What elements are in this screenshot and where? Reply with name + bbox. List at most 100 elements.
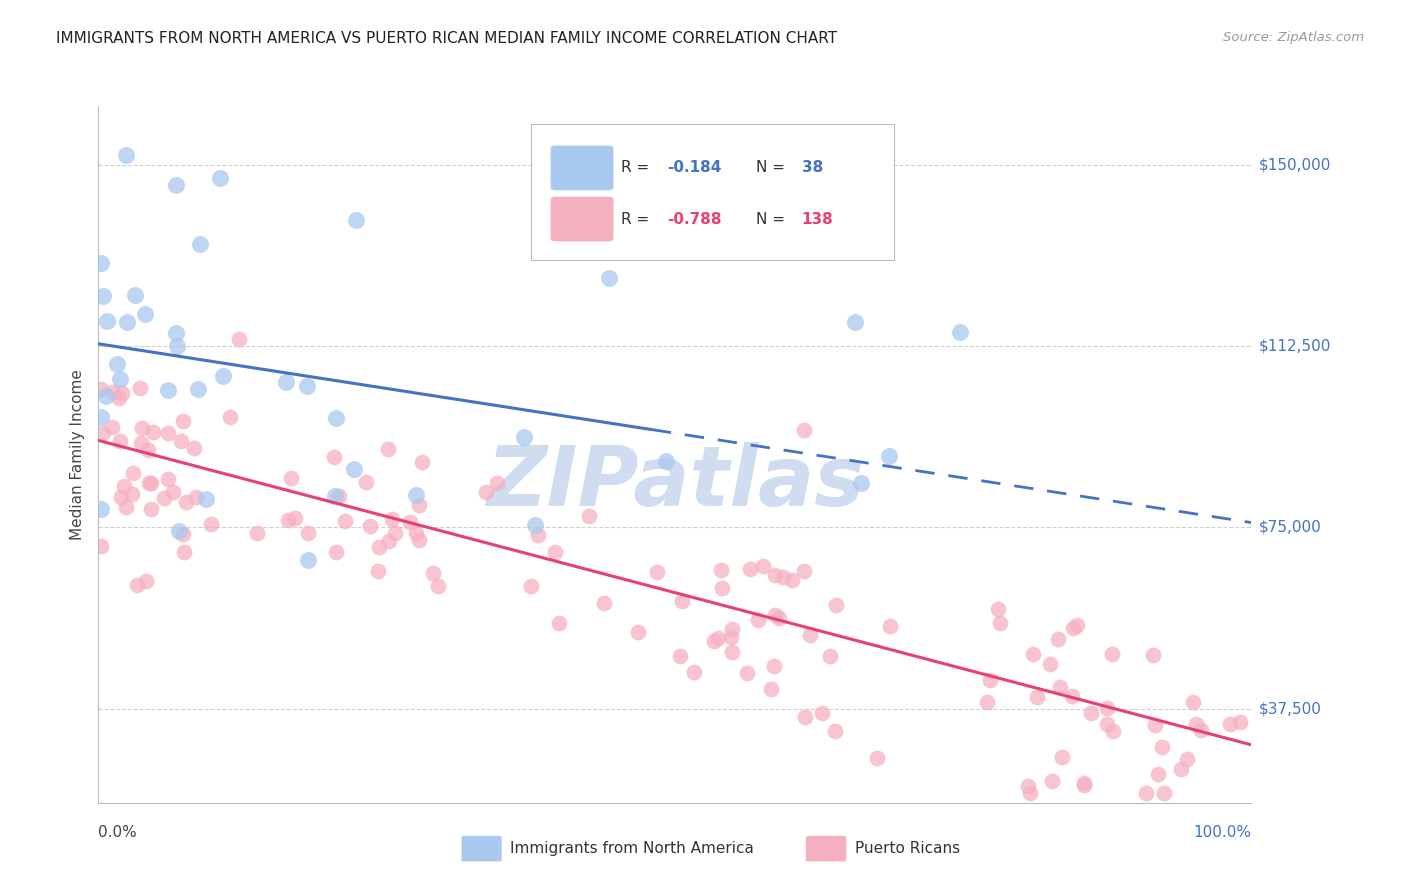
Point <box>368 540 391 554</box>
Point <box>399 516 422 530</box>
Point <box>1152 739 1174 754</box>
Point <box>799 628 821 642</box>
Point <box>707 631 730 645</box>
Point <box>208 170 231 185</box>
Point <box>1101 647 1123 661</box>
Point <box>793 423 815 437</box>
Point <box>1073 779 1095 793</box>
Point <box>343 462 366 476</box>
Point <box>1095 700 1118 714</box>
Point <box>422 566 444 580</box>
Text: N =: N = <box>755 161 789 176</box>
Point <box>627 624 650 639</box>
Text: IMMIGRANTS FROM NORTH AMERICA VS PUERTO RICAN MEDIAN FAMILY INCOME CORRELATION C: IMMIGRANTS FROM NORTH AMERICA VS PUERTO … <box>56 31 838 46</box>
Point <box>117 315 139 329</box>
Point <box>523 518 546 533</box>
Point <box>720 630 742 644</box>
Point <box>405 487 427 501</box>
Point <box>90 409 112 424</box>
Point <box>1219 717 1241 731</box>
Point <box>1080 706 1102 720</box>
Point <box>1095 717 1118 731</box>
Point <box>378 534 401 549</box>
Point <box>96 389 118 403</box>
Point <box>127 578 149 592</box>
Point <box>763 607 786 622</box>
Text: 0.0%: 0.0% <box>98 825 138 840</box>
Point <box>671 594 693 608</box>
Point <box>987 601 1010 615</box>
Point <box>1175 752 1198 766</box>
Point <box>655 454 678 468</box>
Point <box>592 596 614 610</box>
Point <box>90 382 112 396</box>
Point <box>683 665 706 679</box>
Text: -0.788: -0.788 <box>666 211 721 227</box>
Point <box>173 545 195 559</box>
Point <box>513 430 536 444</box>
Text: $150,000: $150,000 <box>1258 158 1330 172</box>
Point <box>115 500 138 514</box>
Text: $37,500: $37,500 <box>1258 701 1322 716</box>
Point <box>96 314 118 328</box>
Point <box>367 564 389 578</box>
Point <box>1066 618 1088 632</box>
Point <box>129 436 152 450</box>
Point <box>381 512 404 526</box>
Point <box>100 420 122 434</box>
Text: Puerto Ricans: Puerto Ricans <box>855 841 960 855</box>
Point <box>824 724 846 739</box>
Text: $112,500: $112,500 <box>1258 339 1330 354</box>
Point <box>165 326 187 340</box>
Point <box>1060 690 1083 704</box>
Text: 100.0%: 100.0% <box>1194 825 1251 840</box>
Text: Source: ZipAtlas.com: Source: ZipAtlas.com <box>1223 31 1364 45</box>
Text: -0.184: -0.184 <box>666 161 721 176</box>
Point <box>1170 762 1192 776</box>
Text: N =: N = <box>755 211 789 227</box>
Point <box>162 484 184 499</box>
Point <box>763 567 786 582</box>
Point <box>228 332 250 346</box>
Point <box>112 479 135 493</box>
Point <box>1184 717 1206 731</box>
Point <box>735 666 758 681</box>
Point <box>121 487 143 501</box>
Point <box>544 545 567 559</box>
Point <box>1147 767 1170 781</box>
Point <box>849 475 872 490</box>
Point <box>172 527 194 541</box>
Point <box>865 750 887 764</box>
Point <box>344 212 367 227</box>
Point <box>772 570 794 584</box>
Point <box>1049 680 1071 694</box>
Point <box>105 357 128 371</box>
Point <box>183 441 205 455</box>
Point <box>818 649 841 664</box>
Point <box>377 442 399 456</box>
Point <box>91 289 114 303</box>
Point <box>879 619 901 633</box>
Point <box>668 649 690 664</box>
Point <box>90 540 112 554</box>
Point <box>1050 750 1073 764</box>
Point <box>139 502 162 516</box>
Point <box>768 610 790 624</box>
Point <box>1182 695 1205 709</box>
Point <box>825 598 848 612</box>
Point <box>141 476 163 491</box>
Point <box>277 513 299 527</box>
Point <box>720 622 742 636</box>
Point <box>184 490 207 504</box>
Point <box>169 524 191 538</box>
Point <box>475 485 498 500</box>
Point <box>548 616 571 631</box>
Point <box>1102 723 1125 738</box>
Point <box>810 706 832 721</box>
Point <box>165 178 187 193</box>
Point <box>988 615 1011 630</box>
Point <box>1153 786 1175 800</box>
Point <box>101 384 124 399</box>
Point <box>405 526 427 541</box>
Point <box>135 574 157 588</box>
